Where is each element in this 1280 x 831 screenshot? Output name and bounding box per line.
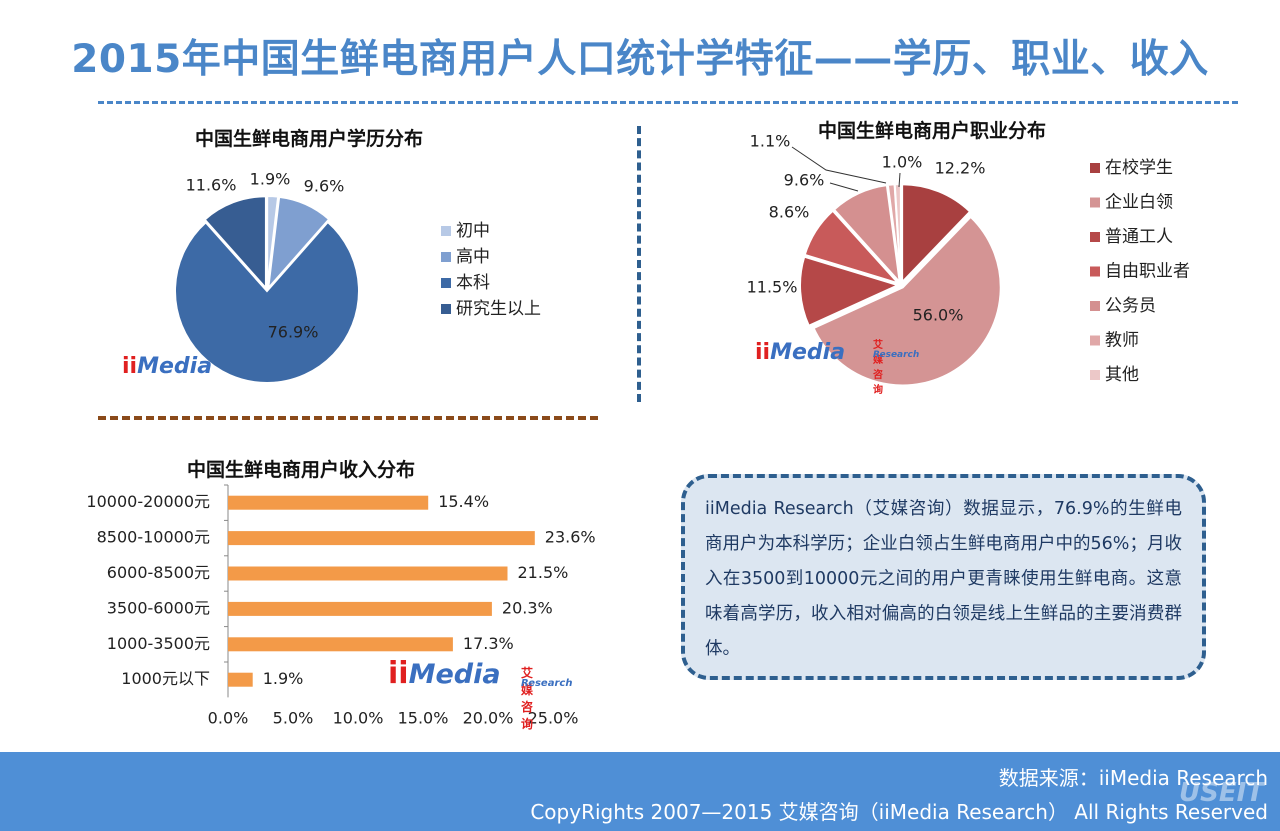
pie-label-研究生以上: 11.6% bbox=[186, 176, 237, 195]
legend-swatch-高中 bbox=[441, 252, 451, 262]
legend-label-自由职业者: 自由职业者 bbox=[1105, 262, 1190, 282]
data-source: 数据来源：iiMedia Research bbox=[998, 766, 1268, 790]
legend-swatch-自由职业者 bbox=[1090, 266, 1100, 277]
pie-label-公务员: 9.6% bbox=[784, 171, 825, 190]
bar-label-1000元以下: 1.9% bbox=[263, 669, 304, 688]
legend-swatch-教师 bbox=[1090, 335, 1100, 346]
bar-10000-20000元 bbox=[228, 495, 429, 510]
legend-label-在校学生: 在校学生 bbox=[1105, 158, 1173, 178]
pie-slice-企业白领 bbox=[812, 215, 1002, 387]
legend-label-研究生以上: 研究生以上 bbox=[456, 299, 541, 319]
summary-box: iiMedia Research（艾媒咨询）数据显示，76.9%的生鲜电商用户为… bbox=[681, 474, 1206, 680]
middle-divider bbox=[98, 416, 598, 420]
leader-line-公务员 bbox=[829, 182, 859, 192]
x-tick-20.0%: 20.0% bbox=[463, 709, 514, 728]
bar-1000元以下 bbox=[228, 672, 253, 687]
bar-label-6000-8500元: 21.5% bbox=[518, 563, 569, 582]
legend-label-教师: 教师 bbox=[1105, 331, 1139, 351]
iimedia-logo-education: iiMedia bbox=[122, 354, 213, 379]
pie-slice-研究生以上 bbox=[203, 195, 267, 291]
bar-label-3500-6000元: 20.3% bbox=[502, 598, 553, 617]
pie-label-高中: 9.6% bbox=[304, 177, 345, 196]
page-title: 2015年中国生鲜电商用户人口统计学特征——学历、职业、收入 bbox=[71, 37, 1209, 82]
legend-label-其他: 其他 bbox=[1105, 365, 1139, 385]
pie-slice-普通工人 bbox=[799, 255, 901, 328]
pie-label-在校学生: 12.2% bbox=[935, 159, 986, 178]
y-tick-3500-6000元: 3500-6000元 bbox=[107, 598, 210, 617]
leader-line-教师 bbox=[791, 146, 887, 184]
occupation-chart-title: 中国生鲜电商用户职业分布 bbox=[818, 120, 1047, 142]
pie-slice-高中 bbox=[266, 195, 331, 292]
pie-label-其他: 1.0% bbox=[882, 153, 923, 172]
pie-slice-在校学生 bbox=[901, 183, 972, 285]
legend-swatch-在校学生 bbox=[1090, 163, 1100, 173]
legend-swatch-普通工人 bbox=[1090, 232, 1100, 242]
bar-1000-3500元 bbox=[228, 637, 453, 652]
iimedia-logo-occupation: iiMedia 艾媒咨询 Research bbox=[755, 340, 920, 396]
legend-label-普通工人: 普通工人 bbox=[1105, 227, 1173, 247]
top-divider bbox=[98, 101, 1238, 104]
footer-bar: 数据来源：iiMedia Research CopyRights 2007—20… bbox=[0, 752, 1280, 831]
pie-slice-其他 bbox=[893, 183, 902, 283]
y-tick-8500-10000元: 8500-10000元 bbox=[97, 528, 210, 547]
legend-label-高中: 高中 bbox=[456, 247, 490, 267]
legend-swatch-企业白领 bbox=[1090, 197, 1100, 208]
pie-label-自由职业者: 8.6% bbox=[769, 203, 810, 222]
x-tick-0.0%: 0.0% bbox=[208, 709, 249, 728]
income-chart-title: 中国生鲜电商用户收入分布 bbox=[187, 459, 416, 481]
legend-swatch-初中 bbox=[441, 226, 451, 236]
pie-label-本科: 76.9% bbox=[268, 323, 319, 342]
pie-slice-公务员 bbox=[832, 184, 902, 286]
iimedia-logo-income: iiMedia 艾媒咨询 Research bbox=[388, 656, 573, 731]
pie-slice-自由职业者 bbox=[803, 209, 902, 286]
legend-swatch-研究生以上 bbox=[441, 304, 451, 314]
bar-6000-8500元 bbox=[228, 566, 508, 581]
legend-swatch-其他 bbox=[1090, 370, 1100, 380]
x-tick-5.0%: 5.0% bbox=[273, 709, 314, 728]
bar-label-1000-3500元: 17.3% bbox=[463, 634, 514, 653]
leader-line-其他 bbox=[898, 172, 901, 188]
legend-swatch-公务员 bbox=[1090, 301, 1100, 311]
y-tick-6000-8500元: 6000-8500元 bbox=[107, 563, 210, 582]
y-tick-1000元以下: 1000元以下 bbox=[121, 669, 210, 688]
x-tick-15.0%: 15.0% bbox=[398, 709, 449, 728]
pie-label-初中: 1.9% bbox=[250, 170, 291, 189]
x-tick-10.0%: 10.0% bbox=[333, 709, 384, 728]
legend-label-初中: 初中 bbox=[456, 221, 490, 241]
pie-slice-本科 bbox=[174, 220, 360, 384]
y-tick-1000-3500元: 1000-3500元 bbox=[107, 634, 210, 653]
x-tick-25.0%: 25.0% bbox=[528, 709, 579, 728]
legend-label-企业白领: 企业白领 bbox=[1105, 193, 1173, 213]
pie-label-企业白领: 56.0% bbox=[913, 306, 964, 325]
education-chart-title: 中国生鲜电商用户学历分布 bbox=[195, 128, 424, 150]
y-tick-10000-20000元: 10000-20000元 bbox=[86, 492, 210, 511]
legend-label-公务员: 公务员 bbox=[1105, 296, 1156, 316]
watermark: USEIT bbox=[1178, 778, 1264, 808]
copyright: CopyRights 2007—2015 艾媒咨询（iiMedia Resear… bbox=[530, 800, 1268, 824]
bar-3500-6000元 bbox=[228, 601, 492, 616]
pie-slice-初中 bbox=[266, 195, 280, 289]
vertical-divider bbox=[637, 126, 641, 402]
legend-swatch-本科 bbox=[441, 278, 451, 288]
bar-8500-10000元 bbox=[228, 531, 535, 546]
bar-label-8500-10000元: 23.6% bbox=[545, 528, 596, 547]
bar-label-10000-20000元: 15.4% bbox=[438, 492, 489, 511]
pie-label-教师: 1.1% bbox=[750, 132, 791, 151]
pie-label-普通工人: 11.5% bbox=[747, 278, 798, 297]
legend-label-本科: 本科 bbox=[456, 273, 490, 293]
